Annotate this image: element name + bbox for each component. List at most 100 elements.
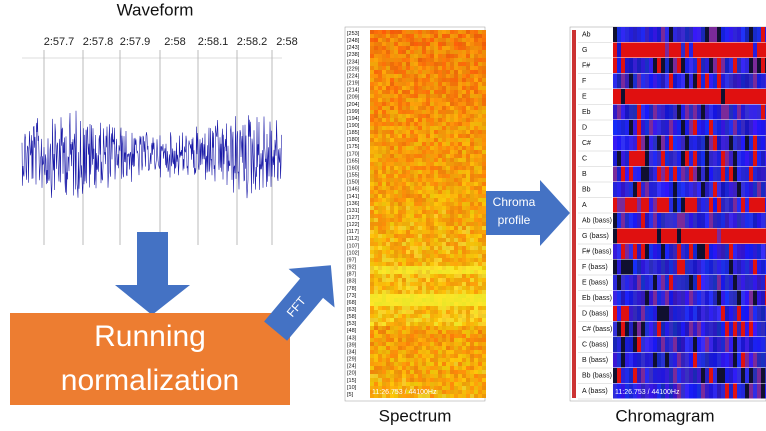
spectrum-cell [470, 206, 474, 210]
spectrum-cell [422, 186, 426, 190]
spectrum-cell [474, 334, 478, 338]
spectrum-cell [390, 358, 394, 362]
spectrum-cell [370, 358, 374, 362]
spectrum-cell [426, 222, 430, 226]
spectrum-cell [430, 130, 434, 134]
spectrum-cell [470, 134, 474, 138]
spectrum-cell [466, 202, 470, 206]
spectrum-cell [442, 70, 446, 74]
spectrum-cell [410, 302, 414, 306]
spectrum-cell [438, 346, 442, 350]
chroma-cell [701, 89, 705, 104]
chroma-cell [669, 353, 673, 368]
spectrum-cell [438, 238, 442, 242]
spectrum-cell [454, 146, 458, 150]
spectrum-cell [462, 278, 466, 282]
chroma-cell [717, 244, 721, 259]
spectrum-cell [426, 350, 430, 354]
spectrum-cell [458, 382, 462, 386]
spectrum-cell [418, 246, 422, 250]
spectrum-cell [410, 190, 414, 194]
chroma-cell [685, 136, 689, 151]
spectrum-cell [370, 254, 374, 258]
spectrum-cell [386, 338, 390, 342]
spectrum-cell [374, 38, 378, 42]
chroma-cell [757, 74, 761, 89]
chroma-cell [745, 244, 749, 259]
spectrum-cell [374, 118, 378, 122]
spectrum-cell [370, 50, 374, 54]
spectrum-cell [414, 258, 418, 262]
spectrum-cell [482, 110, 486, 114]
spectrum-cell [474, 54, 478, 58]
spectrum-cell [446, 74, 450, 78]
chroma-cell [625, 105, 629, 120]
chroma-cell [761, 167, 765, 182]
spectrum-cell [482, 234, 486, 238]
spectrum-cell [402, 106, 406, 110]
chroma-cell [761, 244, 765, 259]
chroma-cell [625, 167, 629, 182]
spectrum-cell [454, 330, 458, 334]
spectrum-cell [462, 82, 466, 86]
spectrum-cell [454, 342, 458, 346]
spectrum-cell [470, 102, 474, 106]
spectrum-cell [406, 322, 410, 326]
spectrum-cell [434, 294, 438, 298]
spectrum-cell [418, 182, 422, 186]
spectrum-cell [414, 190, 418, 194]
spectrum-cell [374, 242, 378, 246]
spectrum-cell [406, 78, 410, 82]
chroma-cell [669, 198, 673, 213]
spectrum-cell [406, 94, 410, 98]
spectrum-cell [378, 346, 382, 350]
spectrum-cell [466, 90, 470, 94]
spectrum-cell [454, 274, 458, 278]
spectrum-cell [450, 210, 454, 214]
chroma-cell [753, 105, 757, 120]
spectrum-cell [470, 62, 474, 66]
spectrum-cell [394, 30, 398, 34]
spectrum-cell [442, 82, 446, 86]
spectrum-cell [378, 382, 382, 386]
spectrum-cell [426, 194, 430, 198]
chroma-cell [757, 213, 761, 228]
chroma-cell [653, 322, 657, 337]
chroma-cell [669, 306, 673, 321]
chroma-cell [729, 322, 733, 337]
spectrum-cell [378, 306, 382, 310]
spectrum-cell [374, 142, 378, 146]
spectrum-cell [374, 354, 378, 358]
spectrum-cell [430, 170, 434, 174]
spectrum-cell [402, 262, 406, 266]
spectrum-cell [458, 266, 462, 270]
spectrum-cell [402, 118, 406, 122]
chroma-cell [637, 105, 641, 120]
spectrum-cell [426, 274, 430, 278]
chroma-cell [709, 58, 713, 73]
spectrum-cell [378, 130, 382, 134]
spectrum-cell [410, 222, 414, 226]
spectrum-cell [418, 58, 422, 62]
chroma-cell [689, 89, 693, 104]
spectrum-cell [466, 318, 470, 322]
spectrum-cell [398, 146, 402, 150]
chroma-cell [645, 167, 649, 182]
chroma-cell [733, 322, 737, 337]
spectrum-cell [470, 38, 474, 42]
spectrum-cell [414, 314, 418, 318]
chroma-cell [761, 275, 765, 290]
spectrum-cell [442, 386, 446, 390]
spectrum-cell [478, 98, 482, 102]
spectrum-cell [462, 382, 466, 386]
spectrum-cell [462, 154, 466, 158]
spectrum-cell [378, 254, 382, 258]
chroma-cell [661, 275, 665, 290]
spectrum-cell [418, 178, 422, 182]
bin-label: [53] [347, 321, 357, 327]
chroma-cell [669, 151, 673, 166]
bin-label: [150] [347, 180, 360, 186]
chroma-cell [717, 213, 721, 228]
spectrum-cell [374, 294, 378, 298]
spectrum-cell [378, 278, 382, 282]
